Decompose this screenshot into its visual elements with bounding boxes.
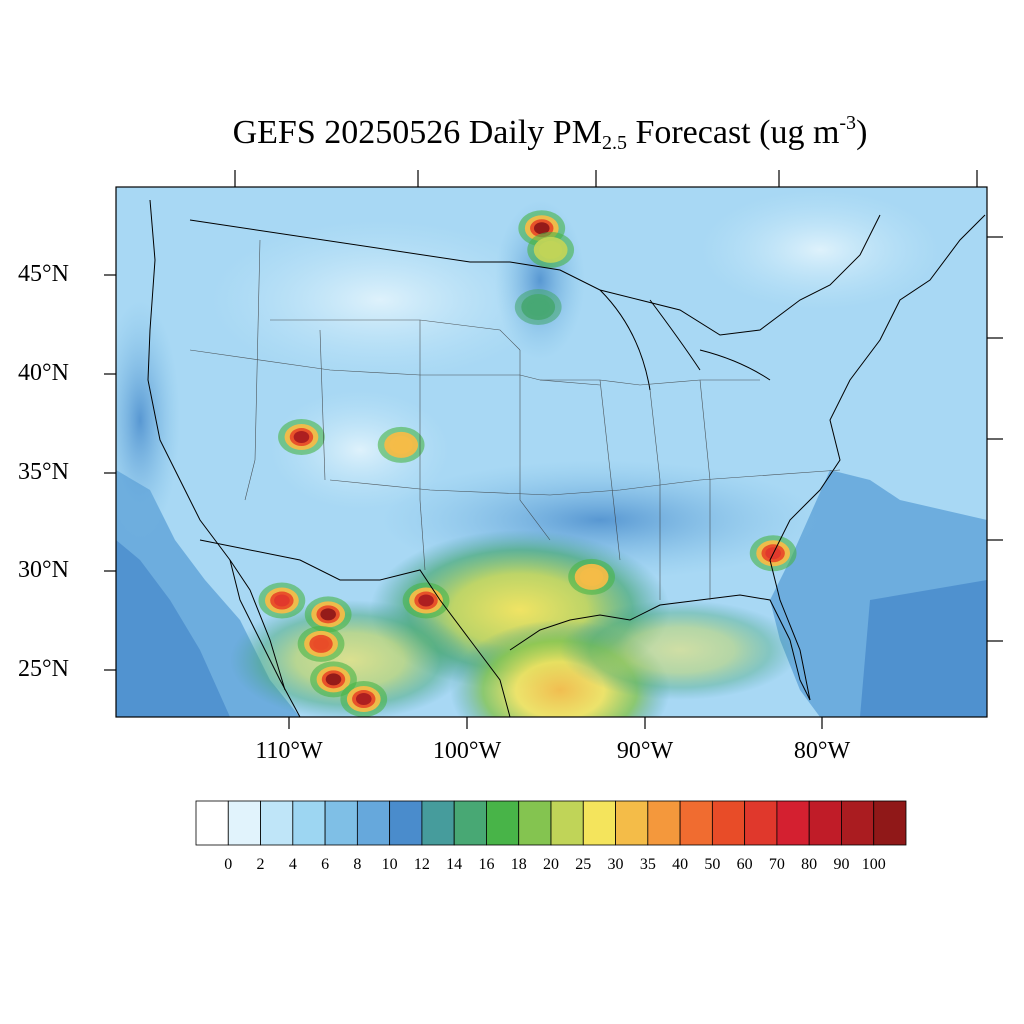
colorbar-cell [195,800,229,846]
title-subscript: 2.5 [601,132,627,154]
colorbar-label: 60 [736,856,753,873]
colorbar-label: 10 [381,856,398,873]
colorbar-label: 0 [224,856,233,873]
northern-border [189,214,881,336]
colorbar-label: 16 [478,856,495,873]
hotspot-sonora [274,594,290,607]
colorbar-cell [356,800,391,846]
colorbar-cell [227,800,261,846]
colorbar-label: 30 [607,856,624,873]
lat-label-35: 35°N [18,459,69,485]
colorbar-cell [776,800,810,846]
hotspot-central-minnesota [530,301,546,314]
lat-label-30: 30°N [18,557,69,583]
hotspot-chihuahua [320,608,336,621]
colorbar-label: 2 [256,856,265,873]
baja-coast [229,559,301,718]
mexico-smoke [230,600,470,717]
southwest-clean [270,390,450,510]
colorbar-label: 70 [768,856,785,873]
colorbar-label: 40 [672,856,689,873]
northern-plains-clean [210,220,550,380]
lat-label-25: 25°N [18,656,69,682]
colorbar-cell [518,800,552,846]
colorbar-cell [421,800,455,846]
boundaries [147,199,986,718]
hotspot-east-texas [583,570,600,583]
colorbar-cell [808,800,842,846]
state-lines [189,239,841,600]
gulf-east-plume [560,600,800,700]
california-coast-blue [116,300,180,540]
colorbar-label: 6 [321,856,330,873]
colorbar-label: 4 [288,856,297,873]
hotspot-layer [258,210,797,717]
hotspot-northwest-minnesota [533,222,550,235]
colorbar-cell [679,800,713,846]
hotspot-sinaloa [313,637,329,650]
lat-label-45: 45°N [18,261,69,287]
colorbar-label: 35 [639,856,656,873]
colorbar-cells [195,800,907,846]
lon-label-80w: 80°W [793,738,851,764]
colorbar-label: 80 [801,856,818,873]
colorbar-cell [550,800,584,846]
hotspot-durango-north [325,673,342,686]
lat-label-40: 40°N [18,360,69,386]
colorbar-cell [292,800,326,846]
colorbar-cell [582,800,616,846]
colorbar-cell [744,800,778,846]
colorbar-label: 50 [704,856,721,873]
colorbar-label: 12 [413,856,430,873]
colorbar-label: 90 [833,856,850,873]
hotspot-durango-south [355,693,372,706]
tick-marks [104,170,1003,729]
gulf-coastline [509,594,811,701]
colorbar-cell [873,800,907,846]
colorbar-label: 8 [353,856,362,873]
title-middle: Forecast (ug m [626,114,840,151]
hotspot-southern-utah [293,431,310,444]
map-frame [115,186,988,718]
great-lakes-outline [599,289,771,391]
lon-label-100w: 100°W [432,738,502,764]
lon-label-90w: 90°W [616,738,674,764]
colorbar-cell [453,800,487,846]
west-coastline [147,199,286,691]
colorbar-cell [389,800,423,846]
colorbar-label: 20 [543,856,559,873]
colorbar-label: 14 [446,856,463,873]
colorbar-cell [260,800,294,846]
hotspot-colorado-small [393,438,409,451]
hotspot-coahuila [418,594,434,607]
hotspot-north-minnesota-2 [542,243,559,256]
lon-label-110w: 110°W [255,738,323,764]
colorbar-cell [615,800,649,846]
colorbar-cell [841,800,875,846]
southern-border [199,539,511,718]
colorbar-label: 100 [861,856,886,873]
colorbar-cell [324,800,358,846]
colorbar-cell [711,800,746,846]
colorbar-label: 25 [575,856,592,873]
title-superscript: -3 [839,112,857,134]
title-suffix: ) [856,114,868,151]
northeast-clean [700,190,940,310]
colorbar-cell [486,800,520,846]
title-text: GEFS 20250526 Daily PM [232,114,602,151]
east-coastline [769,214,986,701]
pacific-ocean-dark [116,540,230,717]
colorbar-cell [647,800,681,846]
map-title: GEFS 20250526 Daily PM2.5 Forecast (ug m… [0,112,1024,155]
atlantic-ocean-dark [860,580,987,717]
colorbar-label: 18 [510,856,527,873]
